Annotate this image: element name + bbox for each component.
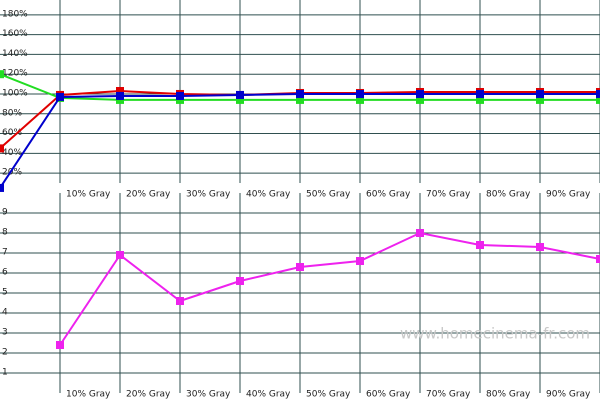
point [296, 95, 304, 104]
y-tick-label: 1 [2, 368, 8, 378]
point [0, 144, 4, 153]
y-tick-label: 140% [2, 49, 28, 59]
point [536, 95, 544, 104]
y-tick-label: 4 [2, 308, 8, 318]
point [476, 89, 484, 98]
point [0, 70, 4, 79]
x-tick-label: 90% Gray [546, 390, 591, 400]
series-line [59, 231, 600, 346]
x-tick-label: 70% Gray [426, 390, 471, 400]
y-tick-label: 100% [2, 88, 28, 98]
point [416, 89, 424, 98]
x-tick-label: 90% Gray [546, 190, 591, 200]
point [476, 95, 484, 104]
x-tick-label: 80% Gray [486, 390, 531, 400]
x-tick-label: 60% Gray [366, 190, 411, 200]
point [0, 183, 4, 192]
point [536, 89, 544, 98]
point [116, 87, 124, 96]
x-tick-label: 10% Gray [66, 190, 111, 200]
y-tick-label: 8 [2, 228, 8, 238]
y-tick-label: 6 [2, 268, 8, 278]
x-tick-label: 30% Gray [186, 390, 231, 400]
x-tick-label: 80% Gray [486, 190, 531, 200]
point [476, 241, 484, 249]
point [596, 89, 600, 98]
point [416, 95, 424, 104]
x-tick-label: 50% Gray [306, 390, 351, 400]
y-tick-label: 80% [2, 108, 22, 118]
point [296, 263, 304, 271]
point [356, 95, 364, 104]
y-tick-label: 7 [2, 248, 8, 258]
y-tick-label: 60% [2, 128, 22, 138]
x-tick-label: 20% Gray [126, 390, 171, 400]
point [356, 89, 364, 98]
x-tick-label: 40% Gray [246, 390, 291, 400]
point [356, 257, 364, 265]
x-tick-label: 40% Gray [246, 190, 291, 200]
x-tick-label: 50% Gray [306, 190, 351, 200]
y-tick-label: 40% [2, 148, 22, 158]
y-tick-label: 2 [2, 348, 8, 358]
x-tick-label: 30% Gray [186, 190, 231, 200]
point [596, 255, 600, 263]
point [236, 95, 244, 104]
point [116, 91, 124, 100]
x-tick-label: 10% Gray [66, 390, 111, 400]
point [236, 90, 244, 99]
y-tick-label: 3 [2, 328, 8, 338]
x-tick-label: 20% Gray [126, 190, 171, 200]
y-tick-label: 9 [2, 208, 8, 218]
x-tick-label: 70% Gray [426, 190, 471, 200]
y-tick-label: 5 [2, 288, 8, 298]
y-tick-label: 160% [2, 29, 28, 39]
y-tick-label: 20% [2, 168, 22, 178]
y-tick-label: 180% [2, 9, 28, 19]
point [176, 297, 184, 305]
point [416, 229, 424, 237]
point [536, 243, 544, 251]
y-tick-label: 120% [2, 69, 28, 79]
point [596, 95, 600, 104]
point [56, 341, 64, 349]
point [296, 89, 304, 98]
point [176, 91, 184, 100]
point [56, 92, 64, 101]
watermark: www.homecinema-fr.com [400, 325, 590, 343]
point [116, 251, 124, 259]
x-tick-label: 60% Gray [366, 390, 411, 400]
point [236, 277, 244, 285]
